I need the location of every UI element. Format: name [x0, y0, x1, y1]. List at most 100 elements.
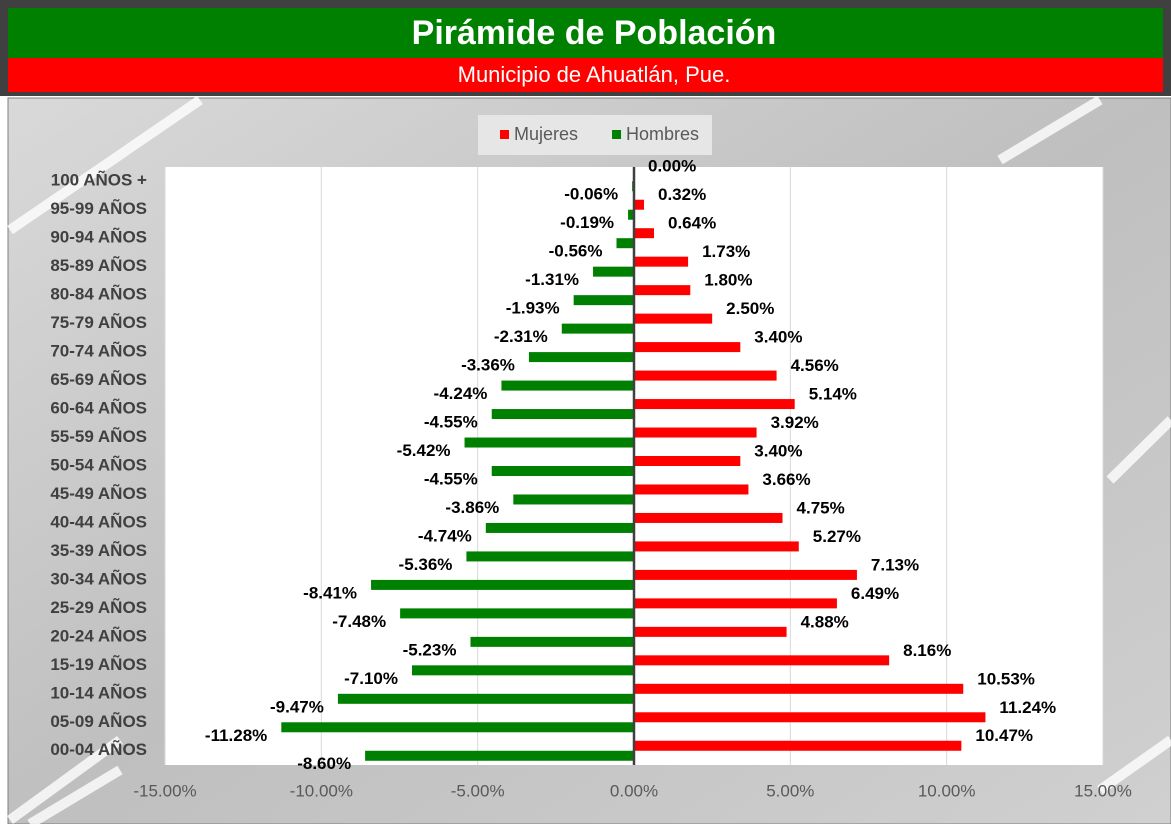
bar — [281, 722, 634, 733]
y-tick-label: 35-39 AÑOS — [50, 540, 147, 560]
data-label: 11.24% — [999, 698, 1056, 717]
data-label: 0.64% — [668, 214, 716, 233]
data-label: -1.31% — [525, 270, 579, 289]
data-label: 1.80% — [704, 271, 752, 290]
bar — [634, 285, 691, 296]
y-tick-label: 45-49 AÑOS — [50, 483, 147, 503]
bar — [634, 456, 741, 466]
bar — [491, 409, 634, 420]
data-label: -1.93% — [506, 299, 560, 318]
data-label: 10.47% — [975, 726, 1033, 745]
x-tick-label: 5.00% — [766, 781, 814, 800]
bar — [337, 693, 634, 704]
chart-title: Pirámide de Población — [412, 14, 777, 52]
data-label: 5.14% — [809, 385, 857, 404]
subtitle-bar — [8, 58, 1163, 92]
data-label: -5.36% — [399, 555, 453, 574]
bar — [501, 380, 634, 391]
bar — [616, 238, 634, 249]
legend-swatch — [612, 130, 622, 139]
y-tick-label: 75-79 AÑOS — [50, 312, 147, 332]
bar — [485, 522, 634, 533]
y-tick-label: 10-14 AÑOS — [50, 682, 147, 702]
data-label: 4.88% — [801, 612, 849, 631]
bar — [466, 551, 634, 562]
bar — [528, 352, 634, 363]
bar — [634, 228, 655, 239]
x-tick-label: -15.00% — [133, 781, 196, 800]
bar — [634, 569, 857, 580]
data-label: -0.19% — [560, 213, 614, 232]
data-label: -7.10% — [344, 669, 398, 688]
y-tick-label: 40-44 AÑOS — [50, 511, 147, 531]
data-label: -8.60% — [297, 754, 351, 773]
x-tick-label: 15.00% — [1074, 781, 1132, 800]
y-tick-label: 65-69 AÑOS — [50, 369, 147, 389]
y-tick-label: 85-89 AÑOS — [50, 255, 147, 275]
bar — [634, 626, 787, 637]
bar — [561, 323, 634, 334]
bar — [634, 427, 757, 438]
legend — [478, 115, 712, 155]
bar — [365, 750, 634, 761]
chart-subtitle: Municipio de Ahuatlán, Pue. — [458, 62, 731, 87]
data-label: -5.42% — [397, 441, 451, 460]
data-label: -4.24% — [434, 384, 488, 403]
data-label: 2.50% — [726, 299, 774, 318]
data-label: 10.53% — [977, 669, 1035, 688]
data-label: -3.36% — [461, 356, 515, 375]
data-label: 8.16% — [903, 641, 951, 660]
bar — [634, 256, 689, 267]
y-tick-label: 55-59 AÑOS — [50, 426, 147, 446]
data-label: -4.55% — [424, 413, 478, 432]
data-label: 1.73% — [702, 242, 750, 261]
data-label: 4.56% — [791, 356, 839, 375]
data-label: -8.41% — [303, 583, 357, 602]
x-tick-label: -10.00% — [290, 781, 353, 800]
data-label: -11.28% — [205, 726, 267, 745]
bar — [412, 665, 634, 676]
bar — [400, 608, 634, 619]
data-label: 3.40% — [754, 328, 802, 347]
bar — [634, 399, 795, 410]
y-tick-label: 60-64 AÑOS — [50, 398, 147, 418]
bar — [634, 655, 890, 666]
data-label: 4.75% — [797, 498, 845, 517]
background-stripes — [7, 95, 1171, 829]
bar — [634, 598, 837, 609]
bar — [634, 712, 986, 723]
bar — [634, 541, 799, 552]
data-label: 5.27% — [813, 527, 861, 546]
data-label: -0.06% — [564, 185, 618, 204]
data-label: 3.40% — [754, 441, 802, 460]
data-label: 7.13% — [871, 555, 919, 574]
bar — [573, 295, 634, 306]
y-tick-label: 70-74 AÑOS — [50, 341, 147, 361]
bar — [634, 512, 783, 523]
x-tick-label: 0.00% — [610, 781, 658, 800]
bar — [634, 342, 741, 353]
y-tick-label: 05-09 AÑOS — [50, 711, 147, 731]
data-label: 6.49% — [851, 584, 899, 603]
y-tick-label: 100 AÑOS + — [51, 170, 147, 190]
y-tick-label: 00-04 AÑOS — [50, 739, 147, 759]
bar — [470, 636, 634, 647]
legend-swatch — [500, 130, 509, 139]
x-tick-label: -5.00% — [451, 781, 505, 800]
legend-label: Mujeres — [514, 124, 578, 144]
y-tick-label: 30-34 AÑOS — [50, 568, 147, 588]
data-label: -4.55% — [424, 469, 478, 488]
y-tick-label: 50-54 AÑOS — [50, 454, 147, 474]
bar — [513, 494, 634, 505]
data-label: 3.92% — [771, 413, 819, 432]
y-tick-label: 90-94 AÑOS — [50, 227, 147, 247]
bar — [634, 683, 964, 694]
x-tick-label: 10.00% — [918, 781, 976, 800]
bar — [628, 209, 634, 220]
data-label: -0.56% — [549, 242, 603, 261]
title-bar — [8, 8, 1163, 58]
bar — [371, 579, 634, 590]
legend-label: Hombres — [626, 124, 699, 144]
data-label: -4.74% — [418, 526, 472, 545]
